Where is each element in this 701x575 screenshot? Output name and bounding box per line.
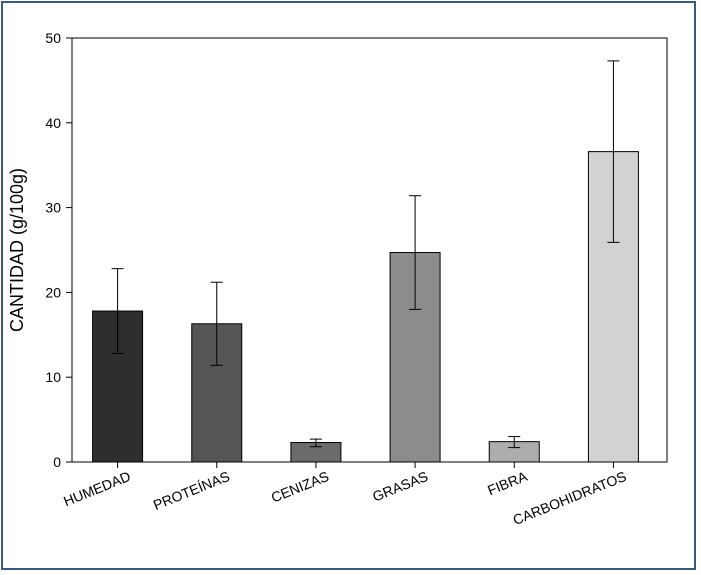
y-tick-label: 20 (45, 284, 61, 300)
error-bar-2 (309, 438, 322, 448)
x-axis: HUMEDAD PROTEÍNAS CENIZAS GRASAS FIBRACARBOH… (61, 462, 629, 528)
y-axis-title: CANTIDAD (g/100g) (7, 168, 27, 332)
x-tick-label-fibra: FIBRA (485, 468, 530, 499)
error-bar-5 (607, 60, 620, 243)
x-tick-label-cenizas: CENIZAS (269, 468, 331, 506)
plot-area-border (71, 37, 668, 463)
x-tick-label-grasas: GRASAS (370, 468, 430, 505)
x-tick-label-humedad: HUMEDAD (61, 468, 133, 509)
error-bar-3 (409, 195, 422, 310)
y-tick-label: 30 (45, 200, 61, 216)
y-tick-label: 40 (45, 115, 61, 131)
y-tick-label: 50 (45, 30, 61, 46)
x-tick-label-proteínas: PROTEÍNAS (151, 468, 232, 513)
bars-group (92, 151, 639, 463)
y-tick-label: 0 (53, 454, 61, 470)
error-bar-4 (508, 436, 521, 449)
error-bars-group (111, 60, 620, 449)
x-tick-label-carbohidratos: CARBOHIDRATOS (511, 468, 629, 528)
error-bar-0 (111, 268, 124, 354)
y-axis: 0 10 20 30 40 50 (45, 30, 72, 470)
y-tick-label: 10 (45, 369, 61, 385)
error-bar-1 (210, 281, 223, 366)
